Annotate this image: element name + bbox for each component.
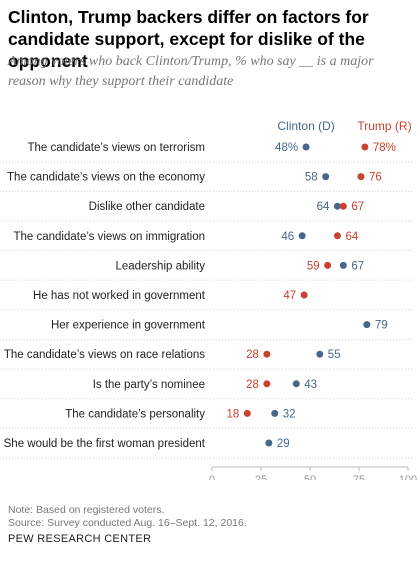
category-label: Her experience in government	[51, 320, 206, 332]
clinton-dot	[292, 380, 300, 388]
chart-title: Clinton, Trump backers differ on factors…	[8, 7, 369, 71]
clinton-value-label: 29	[277, 438, 290, 450]
clinton-dot	[298, 232, 306, 240]
trump-value-label: 28	[246, 349, 259, 361]
category-label: The candidate’s views on immigration	[13, 231, 205, 243]
trump-dot	[361, 143, 369, 151]
category-label: The candidate’s views on terrorism	[28, 142, 205, 154]
clinton-value-label: 64	[317, 201, 330, 213]
category-label: Is the party’s nominee	[93, 379, 205, 391]
clinton-dot	[265, 439, 273, 447]
clinton-dot	[339, 261, 347, 269]
clinton-dot	[302, 143, 310, 151]
x-axis-tick-label: 25	[255, 474, 267, 480]
category-label: Leadership ability	[115, 260, 205, 272]
trump-dot	[300, 291, 308, 299]
chart-source: Source: Survey conducted Aug. 16–Sept. 1…	[8, 517, 247, 529]
clinton-value-label: 79	[375, 320, 388, 332]
trump-value-label: 47	[283, 290, 296, 302]
trump-dot	[333, 232, 341, 240]
dot-plot: Clinton (D) Trump (R) The candidate’s view…	[0, 119, 417, 480]
trump-dot	[339, 202, 347, 210]
clinton-dot	[333, 202, 341, 210]
category-label: The candidate’s views on race relations	[4, 349, 205, 361]
trump-value-label: 59	[307, 260, 320, 272]
x-axis-tick-label: 75	[353, 474, 365, 480]
trump-value-label: 67	[351, 201, 364, 213]
clinton-dot	[322, 173, 330, 181]
clinton-dot	[363, 321, 371, 329]
organization-name: PEW RESEARCH CENTER	[8, 533, 152, 545]
trump-value-label: 76	[369, 172, 382, 184]
trump-dot	[263, 380, 271, 388]
trump-value-label: 18	[226, 408, 239, 420]
clinton-dot	[271, 409, 279, 417]
legend-trump: Trump (R)	[357, 119, 411, 133]
trump-dot	[324, 261, 332, 269]
trump-dot	[263, 350, 271, 358]
chart-note: Note: Based on registered voters.	[8, 504, 165, 516]
trump-value-label: 28	[246, 379, 259, 391]
legend-clinton: Clinton (D)	[277, 119, 334, 133]
clinton-value-label: 48%	[275, 142, 298, 154]
category-label: The candidate’s personality	[65, 408, 205, 420]
category-label: She would be the first woman president	[4, 438, 206, 450]
category-label: The candidate’s views on the economy	[7, 172, 205, 184]
x-axis-tick-label: 100	[399, 474, 417, 480]
trump-value-label: 78%	[373, 142, 396, 154]
clinton-value-label: 67	[351, 260, 364, 272]
clinton-value-label: 43	[304, 379, 317, 391]
category-label: Dislike other candidate	[89, 201, 205, 213]
trump-value-label: 64	[345, 231, 358, 243]
clinton-value-label: 55	[328, 349, 341, 361]
x-axis-tick-label: 0	[209, 474, 215, 480]
clinton-value-label: 58	[305, 172, 318, 184]
clinton-value-label: 32	[283, 408, 296, 420]
x-axis-tick-label: 50	[304, 474, 316, 480]
clinton-dot	[316, 350, 324, 358]
trump-dot	[357, 173, 365, 181]
chart-subtitle: Among voters who back Clinton/Trump, % w…	[8, 54, 374, 89]
category-label: He has not worked in government	[33, 290, 206, 302]
trump-dot	[243, 409, 251, 417]
clinton-value-label: 46	[281, 231, 294, 243]
